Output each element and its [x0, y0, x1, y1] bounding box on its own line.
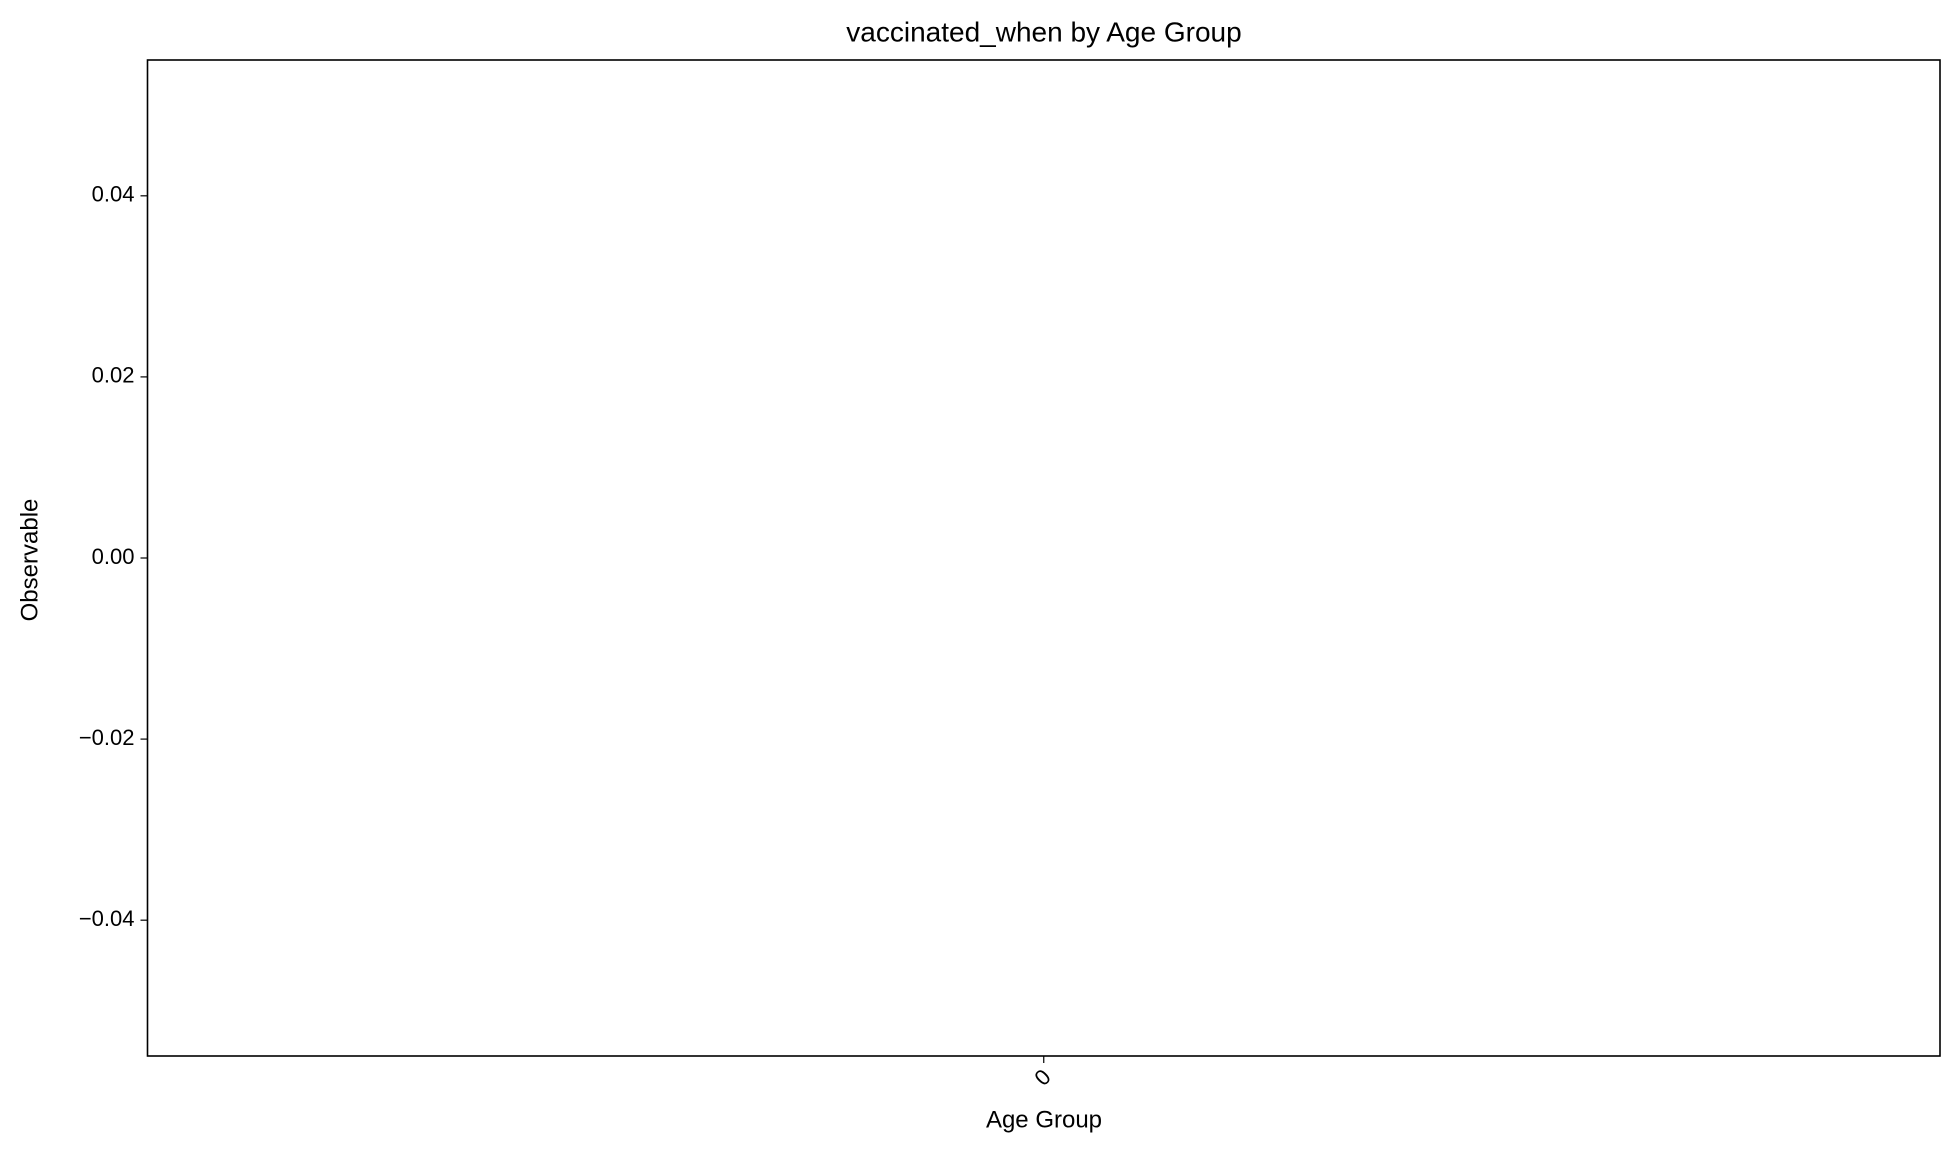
- y-tick-label: −0.04: [79, 906, 135, 931]
- y-tick-label: 0.00: [92, 544, 135, 569]
- chart-title: vaccinated_when by Age Group: [846, 16, 1241, 47]
- y-tick-label: 0.04: [92, 182, 135, 207]
- x-axis-label: Age Group: [986, 1106, 1102, 1133]
- y-tick-label: −0.02: [79, 725, 135, 750]
- plot-frame: [146, 59, 1941, 1057]
- x-tick-label: 0: [1029, 1064, 1055, 1090]
- y-axis-label: Observable: [16, 499, 43, 622]
- y-tick-label: 0.02: [92, 363, 135, 388]
